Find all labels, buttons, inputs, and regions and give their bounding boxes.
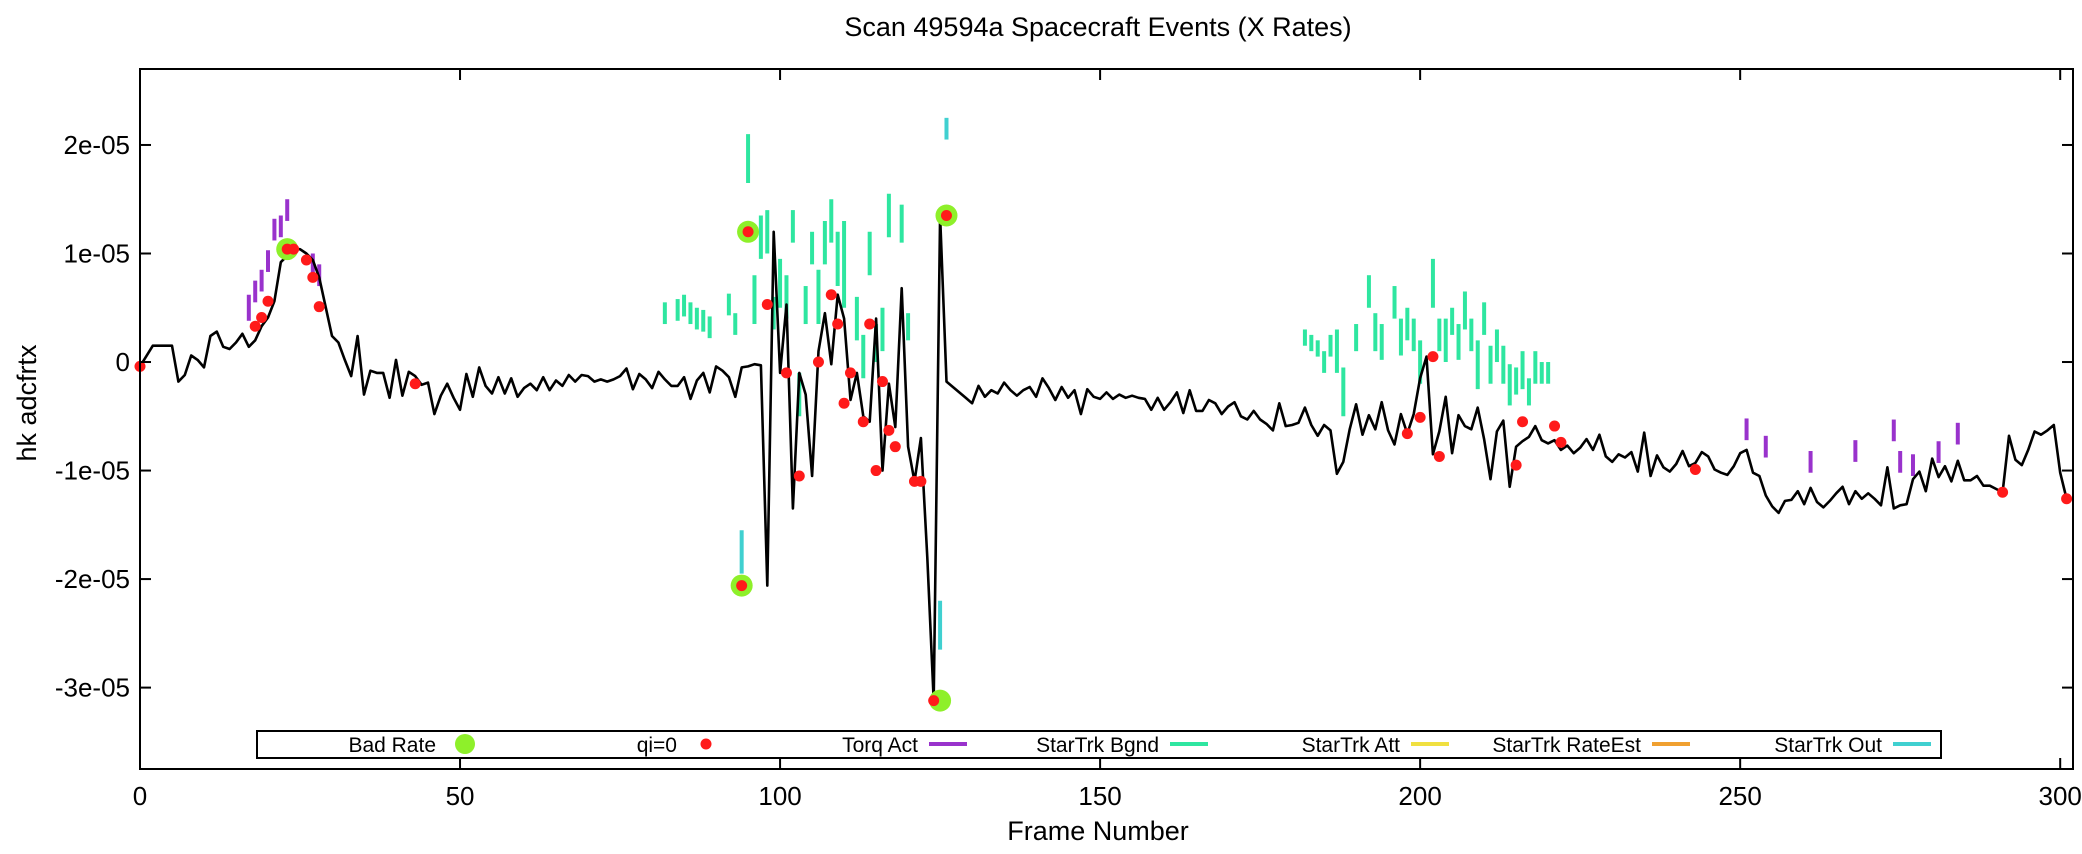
qi0-point: [857, 416, 869, 428]
plot-frame: [139, 68, 2074, 770]
qi0-point: [940, 210, 952, 222]
x-tick-label: 300: [2039, 781, 2082, 811]
qi0-point: [915, 475, 927, 487]
legend: Bad Rate qi=0 Torq Act StarTrk Bgnd StarTrk …: [256, 730, 1942, 759]
qi0-point: [838, 397, 850, 409]
legend-label: Torq Act: [842, 734, 918, 757]
qi0-point: [1517, 416, 1529, 428]
qi0-point: [1510, 459, 1522, 471]
qi0-point: [1433, 450, 1445, 462]
x-tick-label: 200: [1398, 781, 1441, 811]
y-tick-label: -2e-05: [55, 564, 130, 594]
x-tick-label: 50: [446, 781, 475, 811]
y-tick-label: 0: [116, 347, 130, 377]
qi0-point: [313, 301, 325, 313]
qi0-point: [761, 299, 773, 311]
qi0-point: [742, 226, 754, 238]
y-tick-label: 2e-05: [64, 130, 131, 160]
legend-label: StarTrk Att: [1302, 734, 1401, 757]
legend-label: StarTrk Bgnd: [1036, 734, 1159, 757]
legend-label: StarTrk Out: [1774, 734, 1882, 757]
y-axis-label: hk adcfrtx: [12, 344, 42, 462]
qi0-point: [1689, 463, 1701, 475]
legend-label: StarTrk RateEst: [1492, 734, 1641, 757]
qi0-point: [288, 243, 300, 255]
axis-ticks: 0 50 100 150 200 250 300 -3e-05 -2e-05 -1e-05 0 1e-…: [55, 69, 2082, 811]
x-tick-label: 150: [1078, 781, 1121, 811]
y-tick-label: 1e-05: [64, 238, 131, 268]
qi0-point: [844, 367, 856, 379]
qi0-point: [883, 424, 895, 436]
qi0-point: [812, 356, 824, 368]
x-tick-label: 0: [133, 781, 147, 811]
bad-rate-point: [929, 689, 952, 712]
chart-title: Scan 49594a Spacecraft Events (X Rates): [844, 12, 1351, 42]
x-tick-label: 100: [758, 781, 801, 811]
qi0-point: [1997, 486, 2009, 498]
x-tick-label: 250: [1718, 781, 1761, 811]
qi0-point: [832, 318, 844, 330]
plot-area: [134, 117, 2073, 712]
legend-label: qi=0: [637, 734, 677, 757]
qi0-point: [262, 295, 274, 307]
qi0-point: [249, 320, 261, 332]
rate-line: [138, 214, 2068, 702]
qi0-point: [825, 289, 837, 301]
legend-swatch: [700, 738, 712, 750]
y-tick-label: -3e-05: [55, 673, 130, 703]
qi0-point: [870, 465, 882, 477]
qi0-point: [928, 695, 940, 707]
qi0-point: [1401, 428, 1413, 440]
qi0-point: [780, 367, 792, 379]
qi0-point: [300, 254, 312, 266]
y-tick-label: -1e-05: [55, 456, 130, 486]
qi0-point: [256, 312, 268, 324]
qi0-point: [876, 376, 888, 388]
qi0-point: [1549, 420, 1561, 432]
qi0-point: [793, 470, 805, 482]
qi0-point: [889, 441, 901, 453]
qi0-point: [409, 378, 421, 390]
legend-label: Bad Rate: [348, 734, 436, 757]
qi0-point: [1427, 351, 1439, 363]
qi0-point: [1555, 436, 1567, 448]
qi0-point: [307, 271, 319, 283]
qi0-point: [864, 318, 876, 330]
qi0-point: [2061, 493, 2073, 505]
qi0-point: [736, 580, 748, 592]
x-axis-label: Frame Number: [1007, 816, 1189, 846]
qi0-point: [1414, 411, 1426, 423]
legend-swatch: [455, 734, 475, 754]
